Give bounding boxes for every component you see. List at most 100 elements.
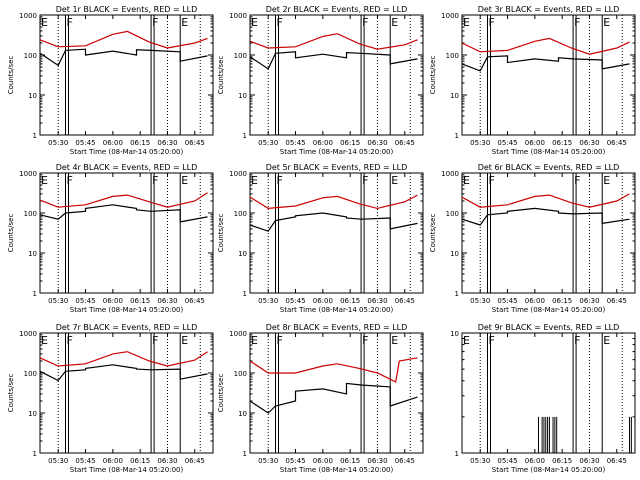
x-tick-label: 06:30 bbox=[157, 297, 177, 305]
orbit-marker-label: F bbox=[276, 174, 282, 187]
y-tick-label: 10 bbox=[450, 250, 459, 258]
y-axis-label: Counts/sec bbox=[217, 214, 225, 253]
orbit-marker-label: F bbox=[276, 334, 282, 347]
orbit-marker-label: E bbox=[41, 16, 48, 29]
y-tick-label: 1 bbox=[243, 290, 247, 298]
orbit-marker-label: E bbox=[463, 334, 470, 347]
orbit-marker-label: F bbox=[152, 334, 158, 347]
x-tick-label: 06:45 bbox=[185, 139, 205, 147]
x-tick-label: 06:00 bbox=[313, 297, 333, 305]
orbit-marker-label: F bbox=[488, 16, 494, 29]
orbit-marker-label: E bbox=[181, 334, 188, 347]
x-tick-label: 06:00 bbox=[103, 457, 123, 465]
panel-title: Det 7r BLACK = Events, RED = LLD bbox=[56, 323, 198, 332]
x-tick-label: 06:45 bbox=[607, 457, 627, 465]
y-tick-label: 1 bbox=[455, 450, 459, 458]
x-tick-label: 06:30 bbox=[157, 139, 177, 147]
x-tick-label: 06:15 bbox=[552, 139, 572, 147]
x-tick-label: 05:30 bbox=[258, 139, 278, 147]
x-axis-label: Start Time (08-Mar-14 05:20:00) bbox=[280, 148, 394, 156]
panel-title: Det 3r BLACK = Events, RED = LLD bbox=[478, 5, 620, 14]
y-tick-label: 1 bbox=[33, 290, 37, 298]
x-tick-label: 06:15 bbox=[130, 297, 150, 305]
x-tick-label: 05:30 bbox=[48, 139, 68, 147]
y-tick-label: 10 bbox=[28, 92, 37, 100]
orbit-marker-label: E bbox=[41, 174, 48, 187]
y-axis-label: Counts/sec bbox=[7, 214, 15, 253]
orbit-marker-label: F bbox=[362, 174, 368, 187]
detector-panel: Det 1r BLACK = Events, RED = LLD Counts/s… bbox=[7, 5, 214, 156]
lld-series-line bbox=[39, 351, 208, 367]
x-tick-label: 06:00 bbox=[525, 457, 545, 465]
lld-series-line bbox=[249, 194, 418, 210]
detector-panel: Det 6r BLACK = Events, RED = LLD Counts/s… bbox=[429, 163, 636, 314]
y-axis-label: Counts/sec bbox=[7, 374, 15, 413]
y-tick-label: 10 bbox=[450, 92, 459, 100]
orbit-marker-label: F bbox=[488, 334, 494, 347]
x-tick-label: 05:30 bbox=[258, 457, 278, 465]
y-axis-label: Counts/sec bbox=[429, 56, 437, 95]
x-tick-label: 06:30 bbox=[579, 457, 599, 465]
y-tick-label: 1 bbox=[243, 450, 247, 458]
x-tick-label: 06:00 bbox=[525, 139, 545, 147]
y-tick-label: 1000 bbox=[229, 12, 247, 20]
x-tick-label: 05:45 bbox=[497, 457, 517, 465]
y-tick-label: 1 bbox=[33, 132, 37, 140]
x-axis-label: Start Time (08-Mar-14 05:20:00) bbox=[280, 466, 394, 474]
x-tick-label: 05:45 bbox=[75, 139, 95, 147]
detector-panel: Det 3r BLACK = Events, RED = LLD Counts/s… bbox=[429, 5, 636, 156]
lld-series-line bbox=[249, 357, 418, 383]
x-tick-label: 05:30 bbox=[258, 297, 278, 305]
x-tick-label: 06:30 bbox=[367, 139, 387, 147]
y-tick-label: 100 bbox=[24, 370, 37, 378]
x-tick-label: 06:30 bbox=[367, 457, 387, 465]
y-tick-label: 10 bbox=[238, 92, 247, 100]
y-tick-label: 100 bbox=[234, 210, 247, 218]
lld-series-line bbox=[39, 192, 208, 208]
x-tick-label: 05:30 bbox=[470, 297, 490, 305]
x-tick-label: 05:45 bbox=[285, 457, 305, 465]
y-tick-label: 10 bbox=[28, 410, 37, 418]
lld-series-line bbox=[461, 193, 630, 208]
y-tick-label: 10 bbox=[238, 250, 247, 258]
panel-title: Det 5r BLACK = Events, RED = LLD bbox=[266, 163, 408, 172]
y-tick-label: 1 bbox=[455, 132, 459, 140]
x-tick-label: 06:45 bbox=[395, 457, 415, 465]
y-tick-label: 100 bbox=[24, 210, 37, 218]
y-tick-label: 100 bbox=[446, 210, 459, 218]
orbit-marker-label: F bbox=[574, 16, 580, 29]
y-tick-label: 1 bbox=[33, 450, 37, 458]
x-tick-label: 05:30 bbox=[48, 297, 68, 305]
x-axis-label: Start Time (08-Mar-14 05:20:00) bbox=[70, 148, 184, 156]
lld-series-line bbox=[249, 33, 418, 50]
x-tick-label: 05:45 bbox=[497, 139, 517, 147]
y-axis-label: Counts/sec bbox=[217, 56, 225, 95]
x-tick-label: 06:15 bbox=[130, 457, 150, 465]
x-axis-label: Start Time (08-Mar-14 05:20:00) bbox=[70, 466, 184, 474]
x-tick-label: 06:15 bbox=[340, 457, 360, 465]
events-series-line bbox=[39, 364, 208, 382]
x-tick-label: 05:45 bbox=[497, 297, 517, 305]
x-tick-label: 06:30 bbox=[157, 457, 177, 465]
events-series-line bbox=[39, 204, 208, 223]
y-tick-label: 1000 bbox=[441, 12, 459, 20]
orbit-marker-label: E bbox=[391, 334, 398, 347]
orbit-marker-label: E bbox=[251, 334, 258, 347]
orbit-marker-label: E bbox=[603, 174, 610, 187]
x-tick-label: 06:00 bbox=[103, 297, 123, 305]
orbit-marker-label: F bbox=[152, 16, 158, 29]
y-tick-label: 1000 bbox=[229, 170, 247, 178]
lld-series-line bbox=[39, 30, 208, 49]
orbit-marker-label: F bbox=[66, 16, 72, 29]
x-axis-label: Start Time (08-Mar-14 05:20:00) bbox=[492, 466, 606, 474]
orbit-marker-label: E bbox=[391, 174, 398, 187]
x-tick-label: 06:00 bbox=[103, 139, 123, 147]
x-axis-label: Start Time (08-Mar-14 05:20:00) bbox=[280, 306, 394, 314]
orbit-marker-label: E bbox=[181, 16, 188, 29]
panel-title: Det 4r BLACK = Events, RED = LLD bbox=[56, 163, 198, 172]
y-tick-label: 1000 bbox=[19, 330, 37, 338]
lld-series-line bbox=[461, 37, 630, 55]
orbit-marker-label: E bbox=[41, 334, 48, 347]
x-tick-label: 06:45 bbox=[185, 297, 205, 305]
